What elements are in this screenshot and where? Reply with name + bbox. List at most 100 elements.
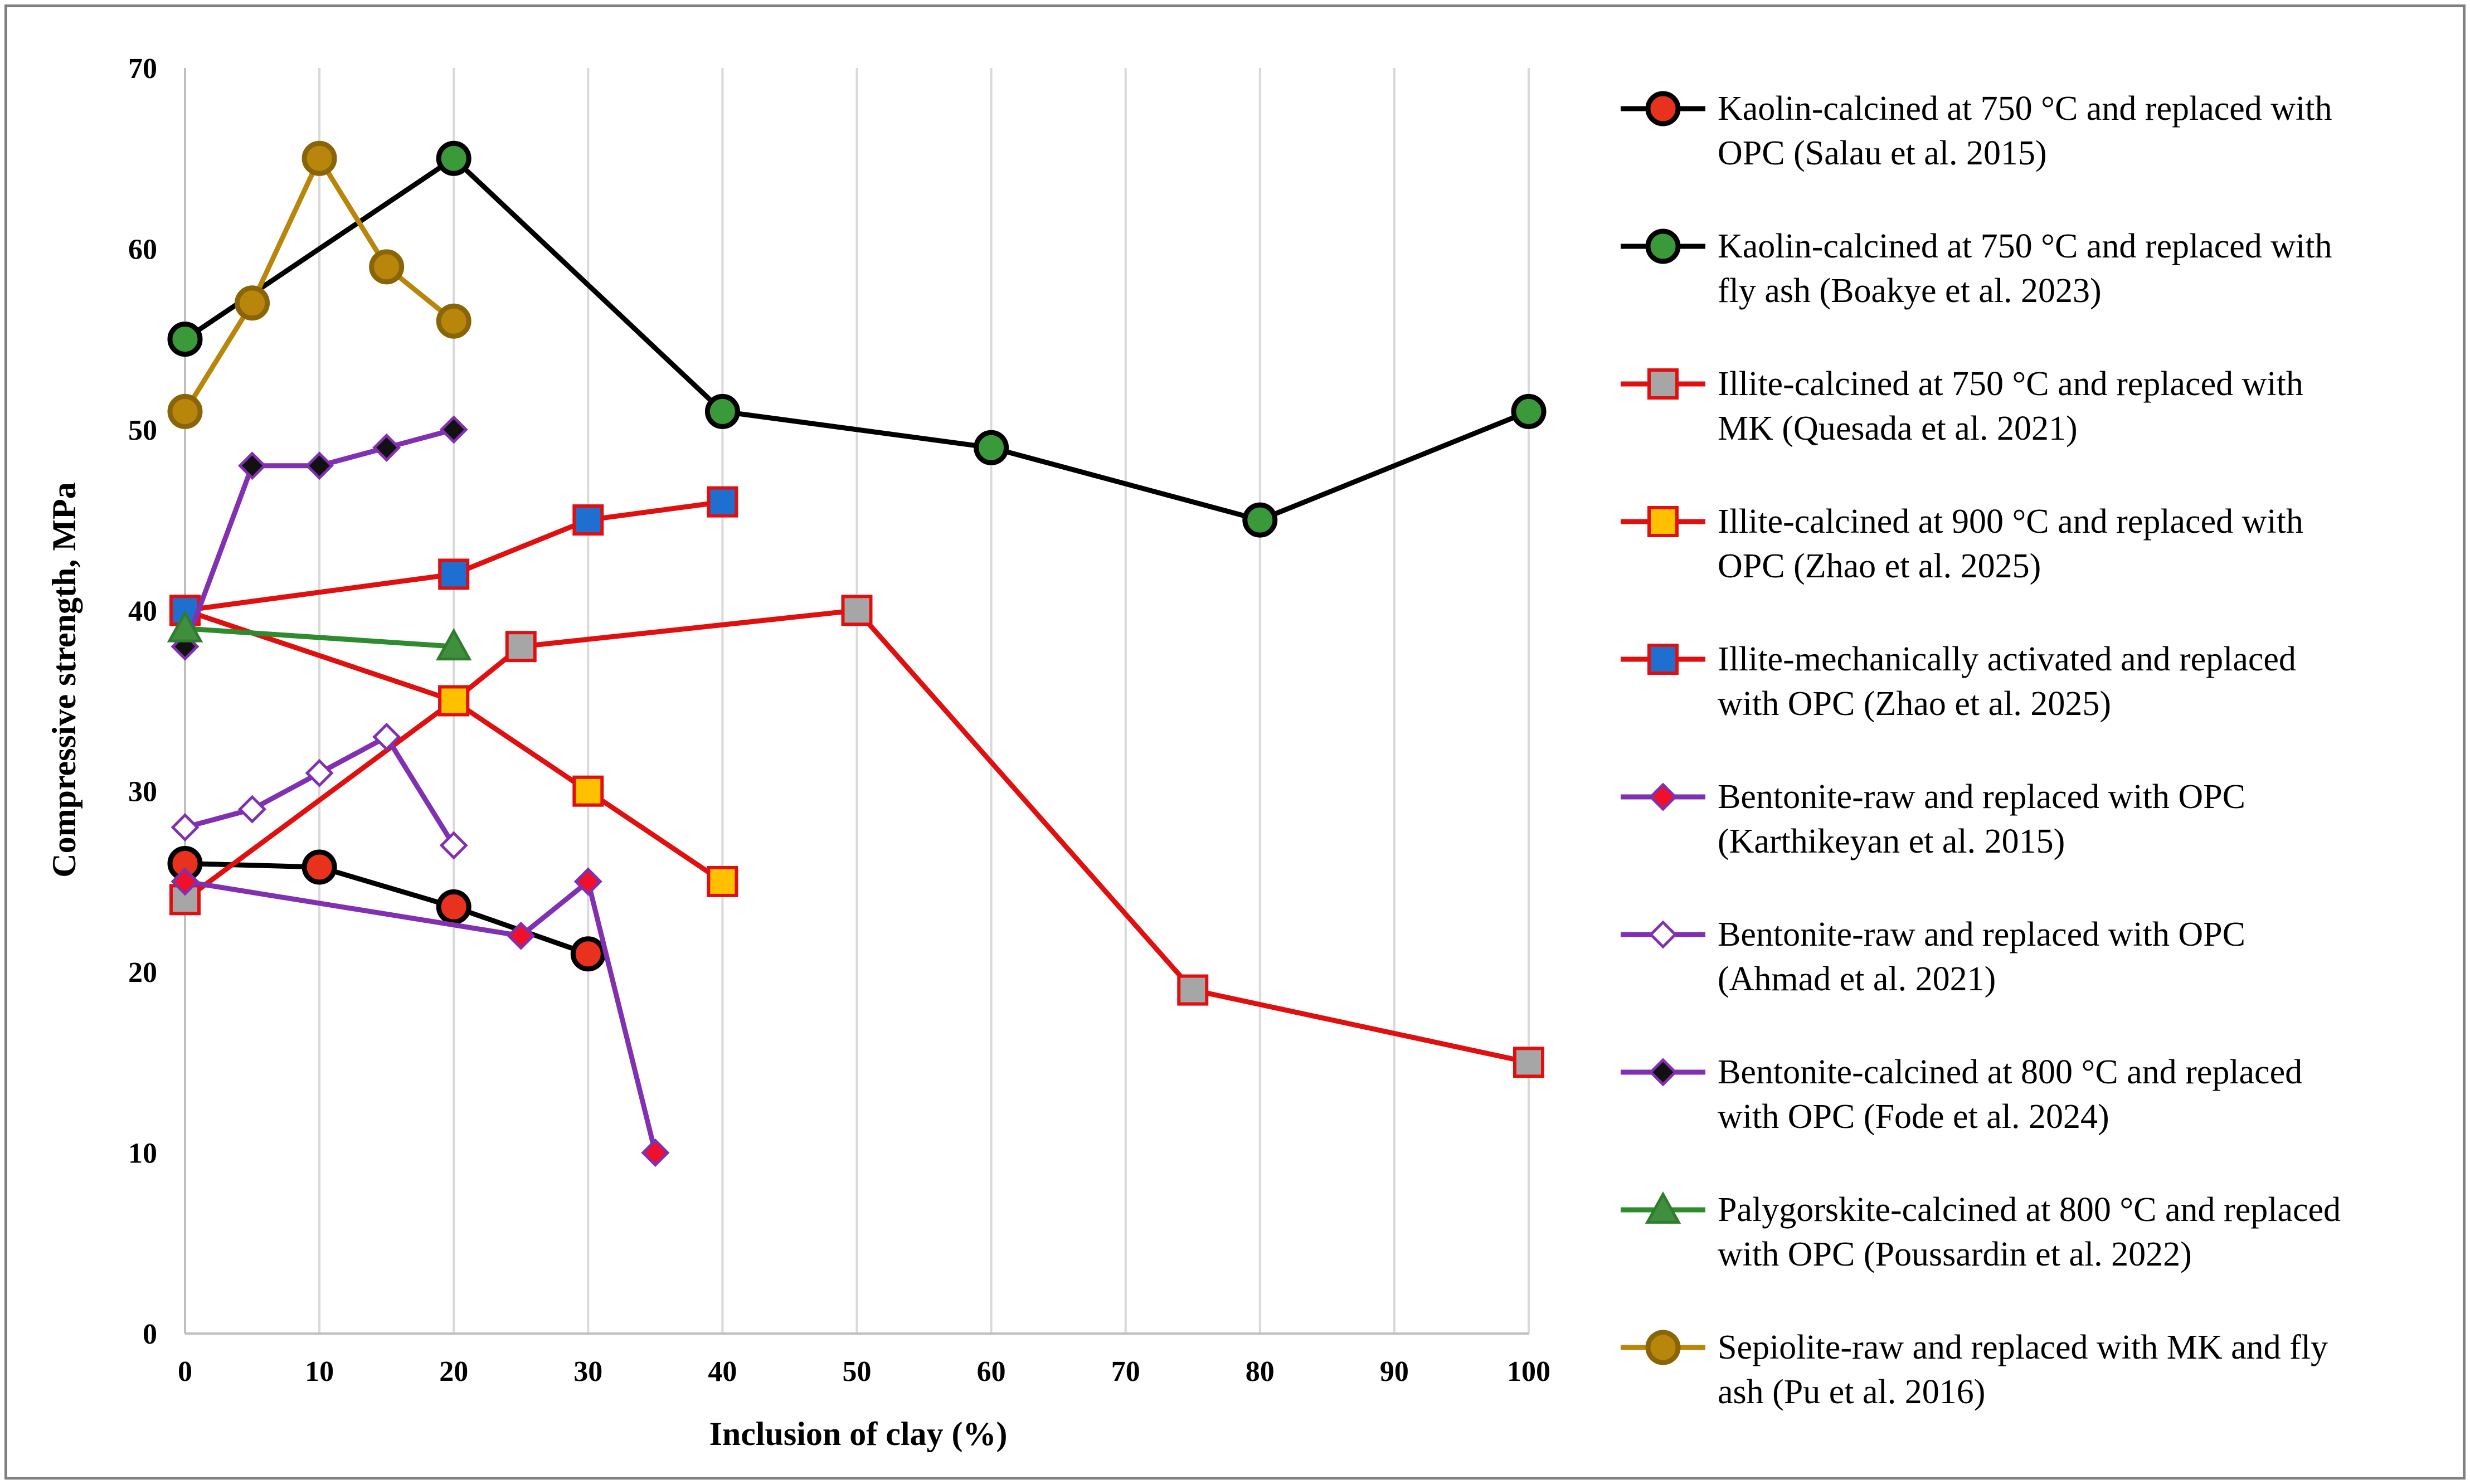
legend-item: Bentonite-raw and replaced with OPC (Kart… [1621, 778, 2245, 860]
legend-label: OPC (Zhao et al. 2025) [1718, 547, 2041, 585]
data-point [372, 433, 401, 462]
legend-label: fly ash (Boakye et al. 2023) [1718, 272, 2102, 310]
legend-marker [1649, 920, 1678, 949]
legend-label: Illite-calcined at 900 °C and replaced w… [1718, 503, 2303, 541]
legend-label: MK (Quesada et al. 2021) [1718, 410, 2078, 447]
data-point [505, 631, 537, 663]
x-tick-label: 20 [439, 1356, 468, 1388]
legend-marker [1645, 1330, 1681, 1365]
y-tick-label: 20 [128, 957, 157, 989]
legend: Kaolin-calcined at 750 °C and replaced w… [1621, 90, 2341, 1411]
legend-label: Bentonite-raw and replaced with OPC [1718, 778, 2245, 816]
axes: 0 10 20 30 40 50 60 70 80 90 100 0 10 20 30 40 50 60 70 [128, 53, 1550, 1388]
legend-item: Kaolin-calcined at 750 °C and replaced w… [1621, 227, 2332, 310]
y-tick-label: 40 [128, 595, 157, 627]
legend-label: ash (Pu et al. 2016) [1718, 1373, 1985, 1411]
series-3 [169, 595, 1544, 1078]
data-point [436, 303, 471, 339]
legend-marker [1647, 368, 1679, 400]
y-tick-label: 70 [128, 53, 157, 85]
x-tick-label: 30 [573, 1356, 602, 1388]
data-point [436, 140, 471, 176]
series-9 [167, 610, 472, 661]
legend-label: Kaolin-calcined at 750 °C and replaced w… [1718, 227, 2332, 265]
series-line [184, 879, 658, 1154]
x-tick-label: 10 [305, 1356, 334, 1388]
data-point [1242, 502, 1278, 538]
series-line [184, 499, 723, 613]
data-point [302, 849, 337, 885]
data-point [507, 921, 536, 950]
data-point [438, 685, 470, 717]
data-point [1513, 1047, 1544, 1078]
legend-label: Illite-calcined at 750 °C and replaced w… [1718, 365, 2303, 403]
legend-item: Bentonite-raw and replaced with OPC (Ahma… [1621, 916, 2245, 998]
data-point [369, 249, 405, 285]
series-2 [167, 140, 1547, 538]
legend-label: OPC (Salau et al. 2015) [1718, 134, 2047, 172]
data-point [238, 795, 267, 824]
legend-marker [1645, 1191, 1681, 1224]
series-8 [171, 415, 468, 661]
data-point [435, 628, 472, 661]
series-line [184, 608, 724, 884]
chart-frame [4, 4, 2466, 1480]
legend-item: Kaolin-calcined at 750 °C and replaced w… [1621, 90, 2332, 172]
data-point [641, 1138, 670, 1167]
data-point [305, 451, 334, 480]
data-point [238, 451, 267, 480]
data-point [171, 867, 200, 896]
x-tick-label: 0 [178, 1356, 192, 1388]
series-layer [167, 140, 1547, 1167]
legend-label: Bentonite-calcined at 800 °C and replace… [1718, 1053, 2302, 1091]
data-point [841, 595, 873, 626]
x-tick-label: 60 [977, 1356, 1006, 1388]
y-tick-label: 10 [128, 1138, 157, 1170]
legend-marker [1649, 782, 1678, 811]
data-point [570, 936, 606, 972]
y-tick-label: 60 [128, 233, 157, 265]
data-point [1511, 393, 1547, 429]
series-line [183, 155, 1530, 523]
legend-item: Bentonite-calcined at 800 °C and replace… [1621, 1053, 2302, 1136]
data-point [305, 758, 334, 787]
legend-marker [1647, 506, 1679, 537]
data-point [439, 831, 468, 860]
series-10 [167, 140, 471, 429]
series-5 [169, 486, 738, 626]
legend-label: with OPC (Fode et al. 2024) [1718, 1098, 2109, 1136]
legend-label: Kaolin-calcined at 750 °C and replaced w… [1718, 90, 2332, 128]
legend-label: (Karthikeyan et al. 2015) [1718, 823, 2065, 860]
legend-label: with OPC (Zhao et al. 2025) [1718, 685, 2111, 723]
data-point [439, 415, 468, 444]
series-line [183, 607, 1529, 1065]
x-tick-label: 80 [1246, 1356, 1275, 1388]
legend-label: Sepiolite-raw and replaced with MK and f… [1718, 1329, 2328, 1366]
data-point [235, 285, 270, 321]
x-tick-label: 70 [1111, 1356, 1140, 1388]
x-axis-title: Inclusion of clay (%) [709, 1415, 1007, 1452]
legend-marker [1647, 644, 1679, 675]
data-point [167, 322, 203, 357]
data-point [572, 775, 604, 807]
data-point [573, 867, 602, 896]
data-point [707, 865, 738, 897]
series-line [184, 626, 454, 649]
gridlines [318, 68, 1530, 1334]
legend-label: Palygorskite-calcined at 800 °C and repl… [1718, 1191, 2341, 1229]
legend-label: Illite-mechanically activated and replac… [1718, 640, 2296, 678]
legend-label: Bentonite-raw and replaced with OPC [1718, 916, 2245, 953]
legend-item: Palygorskite-calcined at 800 °C and repl… [1621, 1191, 2341, 1273]
legend-marker [1649, 1058, 1678, 1087]
y-tick-label: 0 [143, 1318, 157, 1350]
x-tick-label: 40 [708, 1356, 737, 1388]
legend-marker [1645, 91, 1681, 126]
x-tick-label: 100 [1507, 1356, 1550, 1388]
x-tick-label: 90 [1380, 1356, 1409, 1388]
legend-item: Illite-calcined at 900 °C and replaced w… [1621, 503, 2303, 585]
data-point [167, 610, 203, 643]
legend-item: Illite-calcined at 750 °C and replaced w… [1621, 365, 2303, 447]
data-point [704, 393, 740, 429]
series-6 [171, 867, 670, 1167]
data-point [974, 430, 1009, 465]
